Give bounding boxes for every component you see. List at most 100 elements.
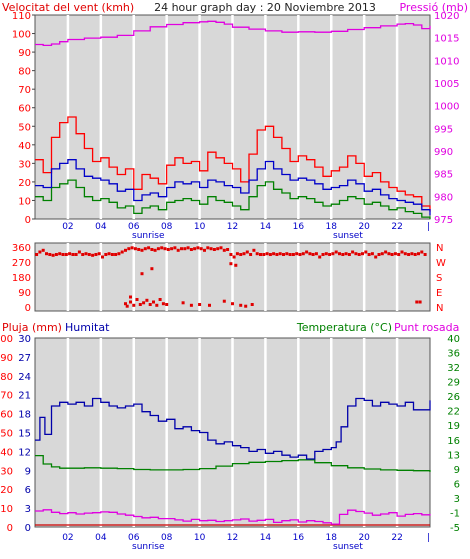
temp-tick-29: 29 — [447, 378, 460, 389]
direction-point — [163, 247, 167, 251]
direction-point — [222, 299, 226, 303]
direction-point — [364, 250, 368, 254]
direction-point — [101, 255, 104, 259]
direction-point — [160, 246, 164, 250]
pressure-axis-title: Pressió (mb) — [399, 1, 468, 14]
direction-point — [265, 252, 269, 256]
sunset-label-1: sunset — [333, 231, 363, 241]
compass-tick-4: N — [436, 303, 443, 314]
pressure-tick-975: 975 — [434, 215, 453, 226]
direction-point — [291, 253, 295, 256]
direction-point — [206, 246, 210, 250]
direction-point — [117, 252, 121, 256]
direction-point — [135, 298, 139, 301]
direction-tick-180: 180 — [12, 273, 31, 284]
wind-x-tick-02: 02 — [62, 222, 73, 232]
temperature-humidity-panel: Pluja (mm) Humitat Temperatura (°C) Punt… — [0, 321, 460, 552]
direction-point — [285, 252, 289, 256]
direction-point — [58, 252, 62, 256]
direction-point — [308, 252, 312, 256]
direction-point — [51, 253, 55, 257]
wind-x-tick-22: 22 — [391, 222, 402, 232]
direction-point — [384, 250, 388, 254]
direction-points — [35, 246, 427, 308]
direction-point — [77, 250, 81, 254]
direction-point — [244, 304, 248, 308]
direction-point — [295, 252, 299, 256]
direction-point — [140, 248, 144, 252]
pressure-tick-1005: 1005 — [434, 79, 459, 90]
direction-point — [138, 303, 142, 306]
direction-point — [234, 263, 238, 267]
temp-x-tick-02: 02 — [62, 533, 73, 543]
direction-point — [84, 252, 88, 256]
humidity-tick-6: 6 — [25, 485, 31, 496]
direction-point — [189, 248, 193, 251]
direction-point — [209, 247, 213, 251]
wind-low-line — [35, 179, 431, 219]
direction-point — [380, 252, 384, 256]
direction-point — [324, 252, 328, 256]
direction-point — [165, 303, 169, 306]
direction-point — [68, 252, 72, 256]
direction-point — [91, 253, 95, 257]
humidity-tick-12: 12 — [18, 447, 31, 458]
wind-series — [35, 20, 431, 219]
direction-point — [186, 246, 190, 250]
temp-tick-26: 26 — [447, 392, 460, 403]
humidity-tick-0: 0 — [25, 523, 31, 534]
direction-point — [166, 248, 170, 251]
dewpoint-line — [35, 509, 431, 525]
direction-point — [87, 253, 91, 256]
direction-point — [170, 247, 174, 251]
compass-tick-1: W — [436, 258, 446, 269]
humidity-tick-15: 15 — [18, 429, 31, 440]
direction-point — [107, 252, 111, 256]
direction-point — [232, 255, 236, 259]
direction-point — [152, 300, 155, 304]
temp-x-tick-08: 08 — [161, 533, 173, 543]
temp-x-tick-10: 10 — [194, 533, 206, 543]
humidity-axis-title: Humitat — [65, 321, 110, 334]
direction-point — [288, 253, 292, 256]
graph-title: 24 hour graph day : 20 Noviembre 2013 — [154, 1, 376, 14]
humidity-tick-30: 30 — [18, 334, 31, 345]
direction-point — [147, 246, 151, 250]
direction-point — [226, 248, 230, 251]
direction-point — [158, 298, 162, 301]
temp-tick--5: -5 — [450, 523, 460, 534]
temp-tick-13: 13 — [447, 450, 460, 461]
sunrise-label-3: sunrise — [132, 542, 165, 552]
direction-point — [127, 247, 131, 251]
wind-time-ticks: 02 04 06 08 10 12 14 16 18 20 22 | — [62, 222, 430, 232]
wind-average-line — [35, 159, 431, 216]
direction-point — [390, 253, 394, 256]
direction-point — [361, 252, 364, 256]
direction-point — [145, 298, 149, 302]
direction-point — [242, 252, 246, 256]
direction-point — [38, 250, 42, 254]
direction-point — [229, 262, 233, 266]
direction-point — [403, 252, 407, 256]
wind-x-tick-08: 08 — [161, 222, 173, 232]
direction-point — [148, 303, 152, 306]
temperature-axis-title: Temperatura (°C) — [296, 321, 392, 334]
wind-x-tick-16: 16 — [293, 222, 305, 232]
rain-tick-50: 50 — [0, 429, 13, 440]
direction-point — [239, 303, 243, 307]
direction-point — [94, 253, 98, 256]
direction-point — [344, 252, 348, 256]
wind-x-tick-10: 10 — [194, 222, 206, 232]
direction-point — [124, 302, 127, 306]
wind-tick-20: 20 — [18, 178, 31, 189]
temp-tick-22: 22 — [447, 407, 460, 418]
direction-point — [124, 248, 127, 252]
direction-point — [268, 253, 272, 256]
direction-point — [314, 252, 318, 256]
temp-x-tick-12: 12 — [227, 533, 238, 543]
direction-point — [181, 301, 185, 305]
wind-tick-50: 50 — [18, 122, 31, 133]
